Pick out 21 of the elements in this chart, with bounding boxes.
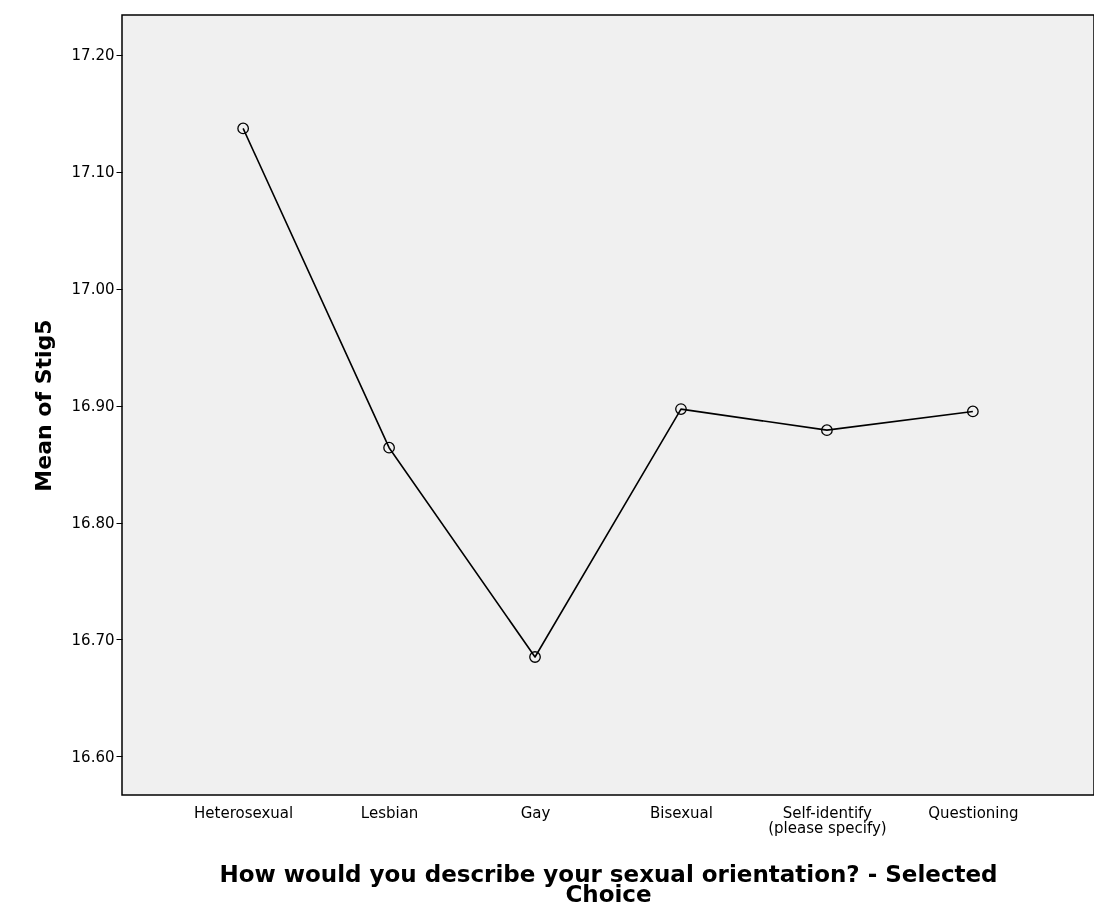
y-tick-label: 16.60 xyxy=(71,747,115,766)
y-tick-label: 17.00 xyxy=(71,280,115,299)
point xyxy=(529,651,541,663)
y-tick-label: 17.20 xyxy=(71,46,115,65)
x-axis-title: How would you describe your sexual orientation? - Selected Choice xyxy=(219,860,998,907)
x-tick-label: Self-identify (please specify) xyxy=(768,803,887,837)
point xyxy=(383,441,395,454)
y-tick-label: 16.90 xyxy=(71,397,115,416)
point xyxy=(966,405,979,418)
point xyxy=(675,403,687,415)
x-tick-label: Lesbian xyxy=(360,803,419,822)
x-tick-label: Gay xyxy=(520,803,551,822)
point xyxy=(237,122,250,135)
x-tick-label: Heterosexual xyxy=(194,803,294,822)
y-tick-label: 17.10 xyxy=(71,163,115,182)
y-tick-label: 16.70 xyxy=(71,630,115,649)
y-tick-label: 16.80 xyxy=(71,514,115,533)
y-axis-title: Mean of Stig5 xyxy=(30,319,56,492)
point xyxy=(821,424,833,437)
x-tick-label: Questioning xyxy=(928,803,1019,822)
x-tick-label: Bisexual xyxy=(649,803,713,822)
